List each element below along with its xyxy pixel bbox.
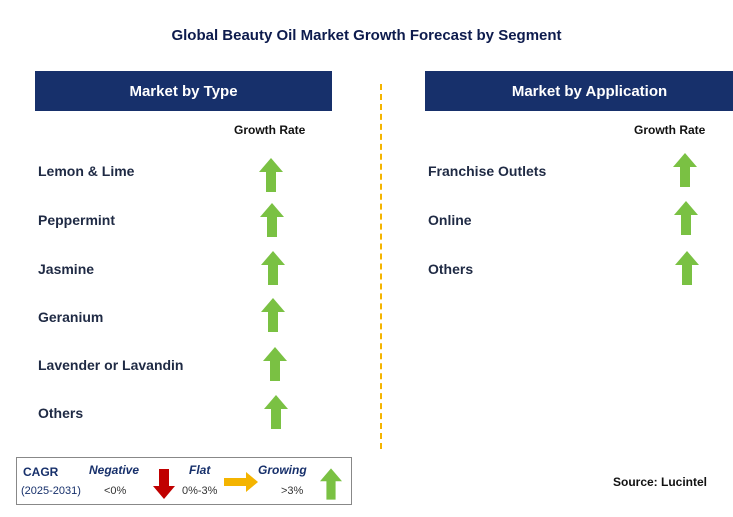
- source-note: Source: Lucintel: [613, 475, 708, 489]
- type-item-peppermint: Peppermint: [38, 212, 116, 228]
- section-divider: [380, 84, 382, 449]
- type-growth-rate-label: Growth Rate: [234, 123, 306, 137]
- up-arrow-icon: [673, 153, 697, 187]
- application-item-others: Others: [428, 261, 474, 277]
- cagr-legend: CAGR (2025-2031) Negative <0% Flat 0%-3%…: [16, 457, 352, 505]
- legend-period: (2025-2031): [21, 485, 81, 497]
- type-item-others: Others: [38, 405, 84, 421]
- type-item-lavender: Lavender or Lavandin: [38, 357, 184, 373]
- application-growth-rate-label: Growth Rate: [634, 123, 706, 137]
- type-item-jasmine: Jasmine: [38, 261, 95, 277]
- legend-cagr-label: CAGR: [23, 465, 59, 479]
- market-by-type-header-label: Market by Type: [129, 82, 238, 100]
- type-item-lemon-lime: Lemon & Lime: [38, 163, 135, 179]
- market-by-application-header-label: Market by Application: [511, 82, 668, 100]
- application-item-online: Online: [428, 212, 472, 228]
- up-arrow-icon: [264, 395, 288, 429]
- market-by-type-header: Market by Type: [35, 71, 332, 111]
- market-by-application-header: Market by Application: [425, 71, 733, 111]
- legend-growing-range: >3%: [281, 485, 304, 497]
- right-arrow-icon: [224, 472, 258, 492]
- up-arrow-icon: [260, 203, 284, 237]
- up-arrow-icon: [261, 251, 285, 285]
- up-arrow-icon: [263, 347, 287, 381]
- up-arrow-icon: [259, 158, 283, 192]
- type-item-geranium: Geranium: [38, 309, 104, 325]
- up-arrow-icon: [261, 298, 285, 332]
- legend-growing-label: Growing: [258, 463, 307, 477]
- up-arrow-icon: [320, 468, 342, 500]
- page-title: Global Beauty Oil Market Growth Forecast…: [171, 27, 562, 44]
- application-item-franchise-outlets: Franchise Outlets: [428, 163, 547, 179]
- legend-negative-range: <0%: [104, 485, 127, 497]
- legend-flat-range: 0%-3%: [182, 485, 218, 497]
- up-arrow-icon: [675, 251, 699, 285]
- legend-negative-label: Negative: [89, 463, 140, 477]
- up-arrow-icon: [674, 201, 698, 235]
- legend-flat-label: Flat: [189, 463, 211, 477]
- down-arrow-icon: [153, 469, 175, 499]
